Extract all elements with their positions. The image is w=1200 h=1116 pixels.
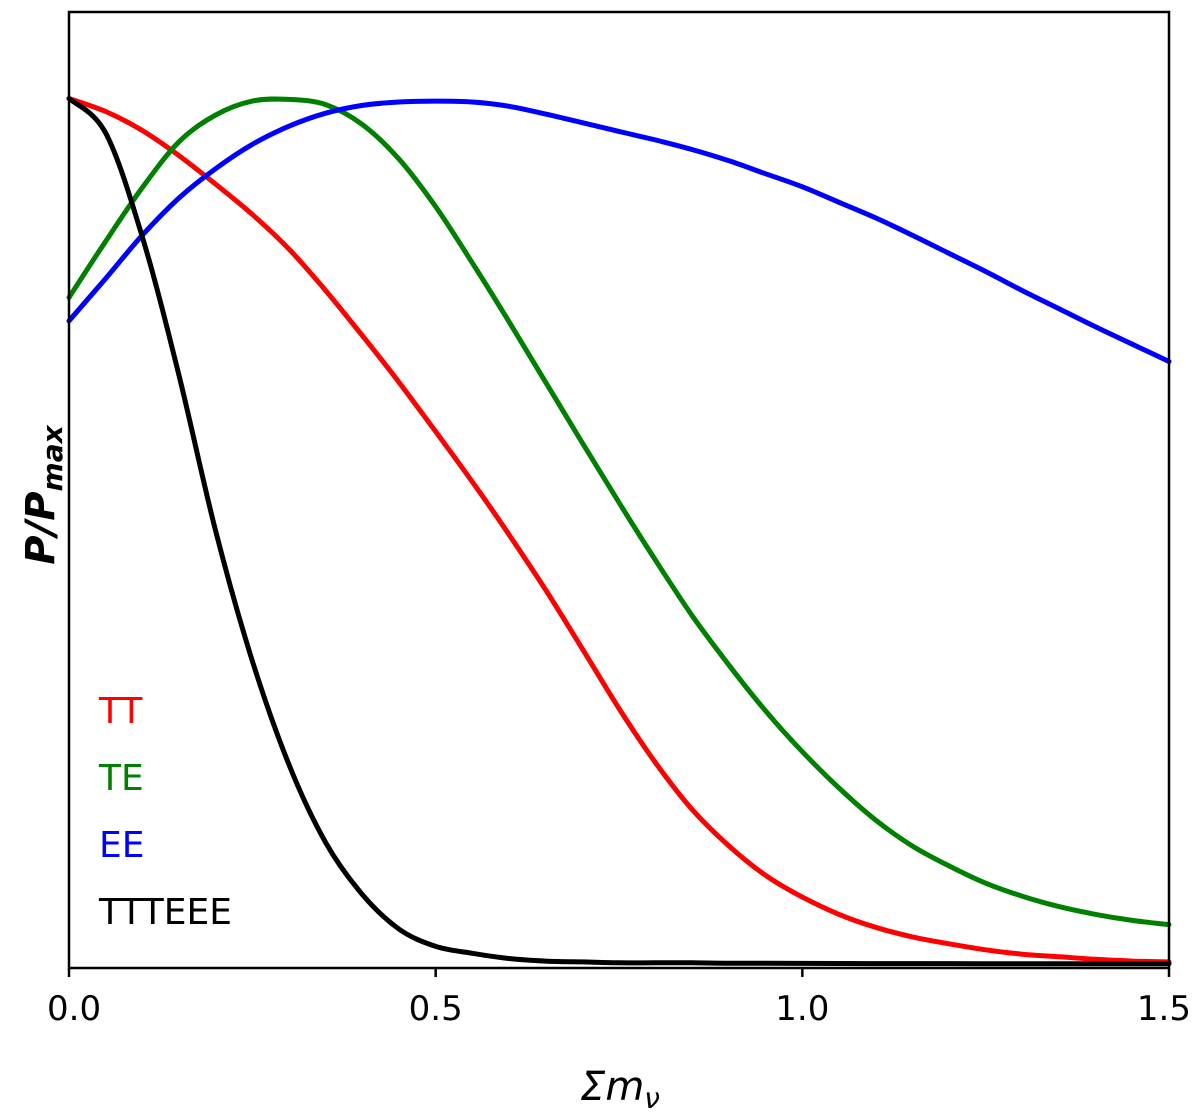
y-axis-title-sub: max (36, 424, 69, 491)
legend-label-tt: TT (98, 691, 143, 732)
x-tick-label: 1.0 (775, 989, 829, 1029)
legend-label-ttteee: TTTEEE (98, 892, 232, 933)
series-line-ttteee (66, 96, 1172, 967)
legend-label-te: TE (98, 758, 144, 799)
x-axis-title-main: Σm (580, 1064, 644, 1110)
y-axis-title: P/Pmax (18, 424, 69, 564)
series-line-te (66, 96, 1172, 928)
x-tick-label: 0.5 (409, 989, 463, 1029)
plot-lines (66, 96, 1172, 967)
x-axis-title: Σmν (580, 1064, 660, 1115)
legend-label-ee: EE (99, 825, 145, 866)
x-axis-ticks: 0.0 0.5 1.0 1.5 (47, 968, 1191, 1029)
series-line-tt (66, 96, 1172, 965)
x-axis-title-sub: ν (644, 1082, 660, 1115)
plot-frame (67, 10, 1171, 970)
x-tick-label: 1.5 (1137, 989, 1191, 1029)
x-tick-label: 0.0 (47, 989, 101, 1029)
y-axis-title-main: P/P (18, 491, 64, 564)
series-line-ee (66, 98, 1172, 364)
